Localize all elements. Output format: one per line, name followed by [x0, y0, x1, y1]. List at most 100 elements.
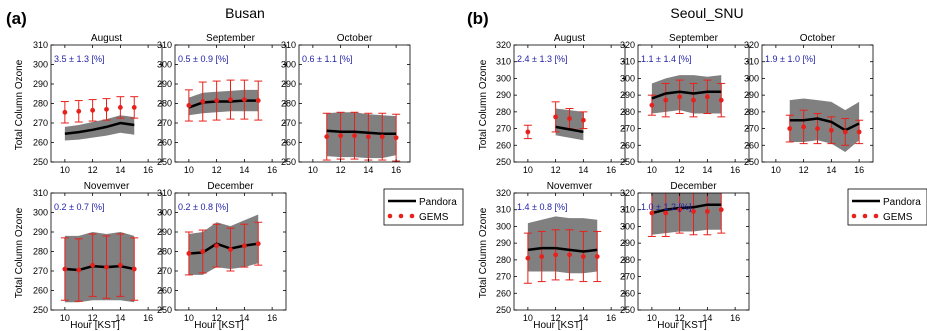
- pandora-line: [555, 125, 584, 134]
- y-tick-label: 310: [281, 40, 296, 50]
- y-tick-label: 300: [157, 60, 172, 70]
- y-tick-label: 290: [33, 79, 48, 89]
- pandora-range-band: [789, 98, 860, 152]
- y-tick-label: 290: [157, 79, 172, 89]
- legend-box: [383, 188, 464, 226]
- y-tick-label: 280: [281, 99, 296, 109]
- x-tick-label: 16: [854, 165, 864, 175]
- y-tick-label: 310: [620, 57, 635, 67]
- gems-point: [691, 97, 696, 103]
- y-tick-label: 290: [744, 90, 759, 100]
- pandora-line: [326, 129, 397, 135]
- y-tick-label: 290: [33, 227, 48, 237]
- panel-frame: [637, 192, 750, 311]
- pandora-line: [527, 246, 598, 253]
- gems-point: [539, 254, 545, 259]
- panel-title: August: [91, 33, 122, 44]
- plot-area: [184, 214, 263, 276]
- gems-point: [241, 243, 247, 249]
- x-tick-label: 14: [363, 165, 373, 175]
- pandora-range-band: [651, 75, 722, 114]
- x-tick-label: 10: [771, 165, 781, 175]
- gems-point: [379, 134, 385, 140]
- y-tick-label: 270: [744, 124, 759, 134]
- gems-point: [90, 107, 96, 113]
- gems-point: [828, 127, 834, 133]
- panel-title: October: [800, 33, 836, 44]
- gems-point: [525, 255, 531, 261]
- gems-point: [553, 252, 559, 258]
- gems-point: [677, 207, 683, 213]
- legend-gems-marker: [873, 213, 879, 219]
- y-tick-label: 260: [620, 140, 635, 150]
- y-tick-label: 280: [620, 107, 635, 117]
- gems-point: [663, 97, 669, 103]
- group-a-xlabel-2: Hour [KST]: [194, 320, 244, 331]
- x-tick-label: 10: [184, 313, 194, 323]
- gems-point: [580, 117, 586, 123]
- panel-frame: [513, 192, 626, 311]
- y-tick-label: 280: [33, 247, 48, 257]
- x-tick-label: 12: [799, 165, 809, 175]
- plot-area: [523, 216, 602, 284]
- plot-area: [785, 98, 864, 152]
- x-tick-label: 12: [88, 165, 98, 175]
- group-b-ylabel-top: Total Column Ozone: [478, 59, 489, 150]
- y-tick-label: 270: [157, 266, 172, 276]
- group-b-panel-december: 10 12 14 16 250 260 270 280 290 300 310 320 December…: [620, 181, 750, 323]
- y-tick-label: 310: [33, 40, 48, 50]
- plot-area: [647, 193, 726, 237]
- panel-frame: [513, 44, 626, 163]
- y-tick-label: 270: [496, 272, 511, 282]
- x-tick-label: 16: [730, 313, 740, 323]
- x-tick-label: 14: [702, 165, 712, 175]
- legend-gems-marker: [387, 213, 393, 219]
- bias-annotation: 0.5 ± 0.9 [%]: [178, 54, 228, 64]
- gems-point: [62, 109, 68, 115]
- gems-point: [131, 105, 137, 110]
- gems-point: [525, 129, 531, 135]
- y-tick-label: 290: [281, 79, 296, 89]
- group-b-legend: Pandora GEMS: [847, 188, 927, 226]
- group-b-xlabel-2: Hour [KST]: [657, 320, 707, 331]
- gems-point: [214, 98, 220, 103]
- x-tick-label: 10: [308, 165, 318, 175]
- y-tick-label: 320: [496, 188, 511, 198]
- bias-annotation: 3.5 ± 1.3 [%]: [54, 54, 104, 64]
- gems-point: [677, 94, 683, 100]
- x-tick-label: 14: [115, 165, 125, 175]
- gems-point: [117, 105, 123, 110]
- group-a-label: (a): [6, 9, 27, 28]
- gems-point: [228, 97, 233, 102]
- gems-point: [704, 94, 710, 100]
- gems-point: [649, 210, 655, 216]
- gems-point: [704, 208, 710, 214]
- pandora-line: [64, 121, 135, 135]
- gems-point: [90, 262, 96, 268]
- y-tick-label: 260: [33, 286, 48, 296]
- group-a-ylabel-bottom: Total Column Ozone: [14, 207, 25, 298]
- panel-title: August: [554, 33, 585, 44]
- legend-gems-label: GEMS: [883, 212, 913, 223]
- x-tick-label: 16: [143, 165, 153, 175]
- y-tick-label: 260: [157, 138, 172, 148]
- y-tick-label: 250: [33, 305, 48, 315]
- x-tick-label: 16: [606, 165, 616, 175]
- y-tick-label: 270: [496, 124, 511, 134]
- y-tick-label: 310: [157, 40, 172, 50]
- y-tick-label: 300: [744, 73, 759, 83]
- y-tick-label: 270: [281, 118, 296, 128]
- gems-point: [365, 134, 371, 140]
- y-tick-label: 300: [281, 60, 296, 70]
- y-tick-label: 290: [496, 90, 511, 100]
- group-a-legend: Pandora GEMS: [383, 188, 464, 226]
- gems-point: [718, 97, 724, 103]
- pandora-line: [789, 117, 860, 132]
- plot-area: [322, 111, 401, 162]
- gems-point: [186, 103, 192, 108]
- y-tick-label: 270: [620, 124, 635, 134]
- y-tick-label: 260: [496, 140, 511, 150]
- gems-point: [718, 207, 724, 213]
- y-tick-label: 280: [620, 255, 635, 265]
- plot-area: [184, 79, 263, 122]
